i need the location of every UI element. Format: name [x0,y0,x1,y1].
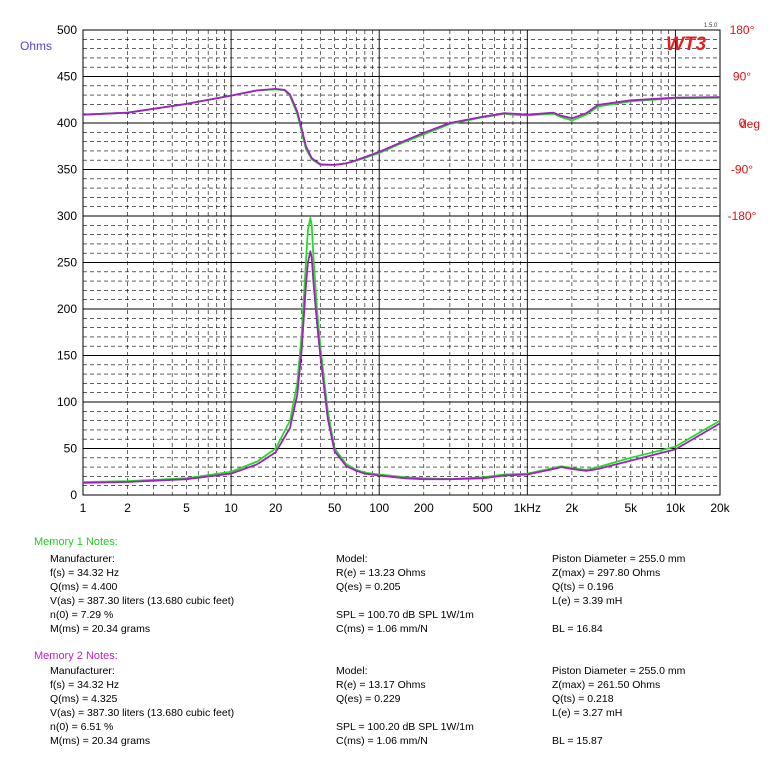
x-tick-label: 5 [183,501,190,515]
vas-field: V(as) = 387.30 liters (13.680 cubic feet… [50,707,235,719]
piston-diameter-field: Piston Diameter = 255.0 mm [552,553,686,565]
mms-field: M(ms) = 20.34 grams [50,735,151,747]
y-tick-label: 350 [57,163,77,177]
manufacturer-field: Manufacturer: [50,665,115,677]
spl-field: SPL = 100.20 dB SPL 1W/1m [336,721,474,733]
version-label: 1.5.0 [704,23,718,29]
x-tick-label: 50 [328,501,342,515]
y-tick-label: 300 [57,209,77,223]
x-tick-label: 200 [414,501,434,515]
x-tick-label: 2 [124,501,131,515]
zmax-field: Z(max) = 261.50 Ohms [552,679,661,691]
y-tick-label: 500 [57,23,77,37]
x-tick-label: 5k [624,501,638,515]
memory-1-notes-title: Memory 1 Notes: [34,536,118,548]
y-tick-label: 400 [57,116,77,130]
impedance-line-memory-1 [82,216,721,483]
y-right-unit-label: deg [740,117,760,131]
zmax-field: Z(max) = 297.80 Ohms [552,567,661,579]
fs-field: f(s) = 34.32 Hz [50,679,120,691]
y-left-unit-label: Ohms [20,39,52,53]
mms-field: M(ms) = 20.34 grams [50,623,151,635]
phase-tick-labels: 180° 90° 0 -90° -180° [728,23,757,223]
fs-field: f(s) = 34.32 Hz [50,567,120,579]
x-tick-label: 10k [666,501,686,515]
spl-field: SPL = 100.70 dB SPL 1W/1m [336,609,474,621]
x-tick-label: 1kHz [514,501,541,515]
manufacturer-field: Manufacturer: [50,553,115,565]
qms-field: Q(ms) = 4.400 [50,581,118,593]
y-tick-label: 100 [57,395,77,409]
x-tick-label: 10 [224,501,238,515]
phase-tick-label: -90° [731,163,753,177]
bl-field: BL = 15.87 [552,735,603,747]
qms-field: Q(ms) = 4.325 [50,693,118,705]
phase-tick-label: 180° [730,23,755,37]
x-tick-label: 20 [269,501,283,515]
y-tick-label: 150 [57,349,77,363]
le-field: L(e) = 3.27 mH [552,707,623,719]
y-tick-label: 50 [64,442,78,456]
re-field: R(e) = 13.23 Ohms [336,567,426,579]
re-field: R(e) = 13.17 Ohms [336,679,426,691]
cms-field: C(ms) = 1.06 mm/N [336,623,428,635]
n0-field: n(0) = 6.51 % [50,721,114,733]
x-tick-label: 1 [80,501,87,515]
x-tick-label: 20k [710,501,730,515]
qts-field: Q(ts) = 0.218 [552,693,614,705]
le-field: L(e) = 3.39 mH [552,595,623,607]
phase-tick-label: -180° [728,209,757,223]
qes-field: Q(es) = 0.205 [336,581,401,593]
memory-2-notes-title: Memory 2 Notes: [34,650,118,662]
y-tick-label: 450 [57,70,77,84]
major-grid [83,30,720,495]
y-tick-label: 250 [57,256,77,270]
qts-field: Q(ts) = 0.196 [552,581,614,593]
series-layer [82,88,721,484]
x-tick-label: 500 [473,501,493,515]
qes-field: Q(es) = 0.229 [336,693,401,705]
x-tick-labels: 1 2 5 10 20 50 100 200 500 1kHz 2k 5k 10k 20k [80,501,731,515]
bl-field: BL = 16.84 [552,623,603,635]
y-tick-label: 0 [70,488,77,502]
plot-frame [82,29,721,496]
x-tick-label: 2k [566,501,580,515]
y-tick-label: 200 [57,302,77,316]
n0-field: n(0) = 7.29 % [50,609,114,621]
y-tick-labels: 0 50 100 150 200 250 300 350 400 450 500 [57,23,77,502]
impedance-line-memory-2 [82,250,721,484]
phase-tick-label: 0 [739,116,746,130]
x-tick-label: 100 [369,501,389,515]
brand-logo: WT3 [666,34,707,55]
minor-grid [83,30,721,495]
model-field: Model: [336,553,368,565]
piston-diameter-field: Piston Diameter = 255.0 mm [552,665,686,677]
cms-field: C(ms) = 1.06 mm/N [336,735,428,747]
phase-tick-label: 90° [733,70,751,84]
model-field: Model: [336,665,368,677]
vas-field: V(as) = 387.30 liters (13.680 cubic feet… [50,595,235,607]
phase-line-memory-2 [82,88,721,166]
